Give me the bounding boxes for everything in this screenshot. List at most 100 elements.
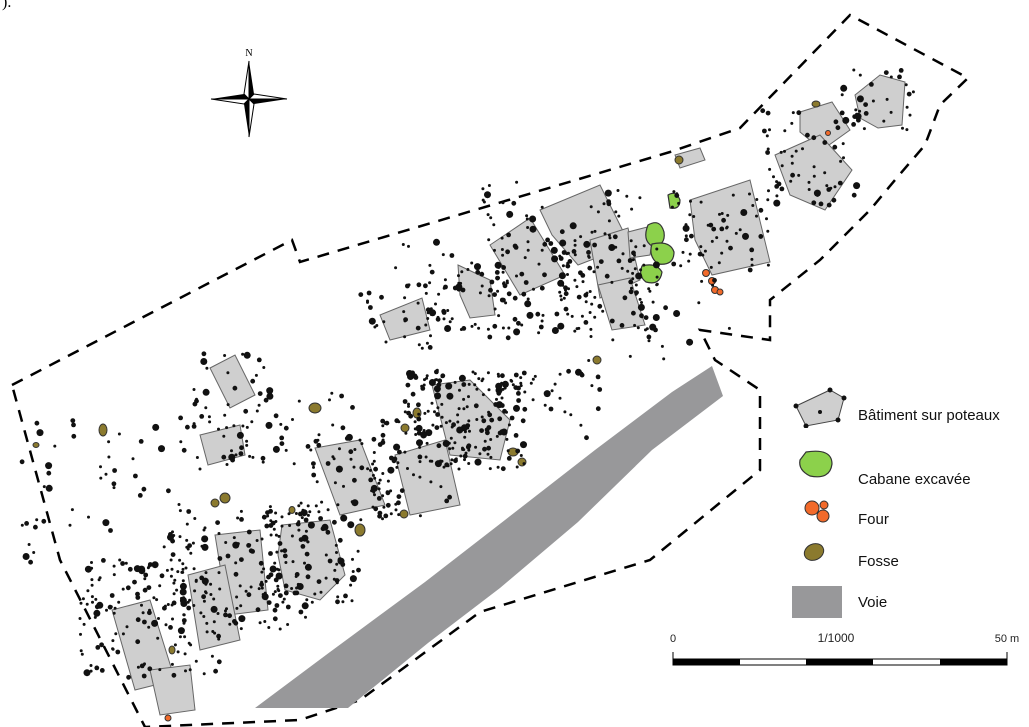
posthole: [548, 406, 554, 412]
posthole: [461, 446, 464, 450]
posthole: [454, 457, 458, 461]
posthole: [420, 386, 426, 391]
posthole: [826, 202, 832, 208]
posthole: [475, 418, 479, 421]
posthole: [492, 292, 497, 297]
posthole: [277, 568, 281, 572]
posthole: [478, 452, 482, 456]
posthole: [672, 190, 676, 194]
posthole: [617, 214, 621, 218]
posthole: [513, 372, 519, 378]
posthole: [158, 584, 162, 588]
building-icon: [793, 387, 847, 428]
posthole: [520, 323, 524, 327]
posthole: [125, 585, 131, 591]
posthole: [783, 129, 787, 133]
posthole: [212, 597, 216, 601]
posthole: [760, 108, 766, 114]
posthole: [813, 189, 821, 197]
posthole: [278, 593, 283, 598]
posthole: [646, 334, 652, 340]
posthole: [135, 639, 141, 645]
posthole: [89, 669, 93, 673]
posthole: [426, 409, 430, 413]
posthole: [871, 99, 875, 103]
posthole: [570, 314, 574, 318]
posthole: [590, 384, 594, 388]
posthole: [516, 385, 521, 391]
posthole: [176, 570, 180, 574]
posthole: [435, 412, 440, 417]
posthole: [297, 399, 301, 403]
posthole: [493, 307, 497, 311]
posthole: [171, 672, 177, 678]
posthole: [529, 381, 533, 385]
posthole: [501, 270, 505, 274]
posthole: [274, 533, 278, 537]
posthole: [331, 455, 335, 459]
posthole: [302, 513, 306, 517]
posthole: [298, 609, 304, 615]
posthole: [465, 405, 469, 409]
posthole: [495, 434, 499, 438]
posthole: [512, 316, 518, 322]
posthole: [334, 543, 338, 547]
posthole: [181, 567, 185, 571]
posthole: [642, 244, 646, 248]
posthole: [288, 524, 292, 527]
posthole: [595, 406, 601, 412]
posthole: [178, 635, 182, 639]
posthole: [428, 379, 436, 386]
posthole: [117, 600, 121, 604]
posthole: [278, 627, 282, 631]
posthole: [359, 518, 363, 522]
posthole: [79, 632, 82, 636]
posthole: [583, 240, 591, 248]
posthole: [643, 315, 649, 320]
posthole: [457, 467, 461, 471]
posthole: [725, 226, 729, 230]
posthole: [121, 632, 125, 636]
posthole: [373, 476, 377, 480]
posthole: [277, 534, 281, 538]
posthole: [468, 429, 471, 433]
corner-text: ).: [2, 0, 12, 11]
posthole: [175, 588, 179, 592]
posthole: [428, 281, 432, 285]
posthole: [700, 279, 704, 283]
posthole: [494, 270, 500, 275]
posthole: [337, 557, 343, 562]
posthole: [516, 320, 521, 326]
posthole: [434, 302, 437, 306]
posthole: [208, 420, 212, 424]
posthole: [457, 274, 460, 278]
posthole: [506, 456, 512, 461]
posthole: [840, 84, 848, 92]
posthole: [325, 529, 331, 535]
posthole: [179, 440, 183, 444]
posthole: [766, 263, 770, 267]
posthole: [711, 283, 715, 287]
posthole: [353, 448, 357, 451]
posthole: [418, 460, 422, 464]
posthole: [350, 405, 355, 410]
posthole: [156, 636, 160, 640]
posthole: [711, 226, 717, 232]
posthole: [495, 382, 503, 390]
posthole: [523, 256, 527, 260]
posthole: [394, 502, 398, 506]
posthole: [905, 128, 909, 132]
posthole: [766, 147, 770, 151]
posthole: [497, 314, 501, 318]
posthole: [576, 294, 582, 300]
posthole: [178, 415, 184, 421]
posthole: [397, 420, 401, 424]
posthole: [445, 382, 453, 390]
posthole: [513, 433, 519, 438]
posthole: [158, 668, 162, 672]
posthole: [381, 517, 384, 521]
posthole: [425, 441, 429, 445]
posthole: [408, 413, 414, 419]
posthole: [686, 338, 694, 346]
posthole: [506, 291, 512, 297]
